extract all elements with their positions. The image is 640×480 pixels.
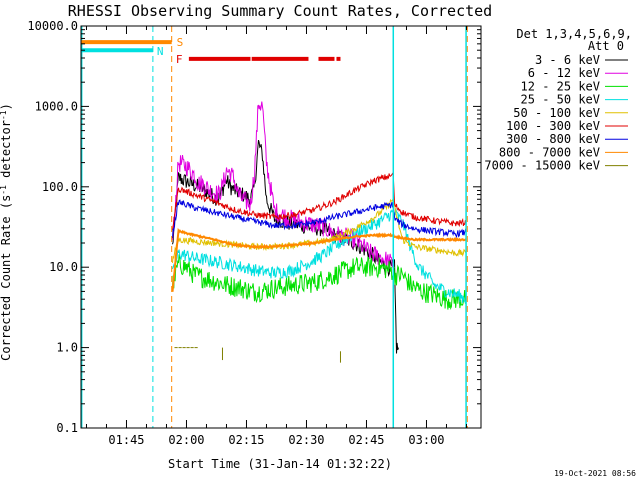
- y-tick-label: 100.0: [42, 180, 78, 194]
- legend-label: 12 - 25 keV: [521, 79, 600, 93]
- series-line-12-25-keV: [172, 254, 467, 311]
- y-tick-label: 1.0: [56, 341, 78, 355]
- x-tick-label: 02:45: [348, 433, 384, 447]
- plot-area: [81, 26, 468, 428]
- chart-title: RHESSI Observing Summary Count Rates, Co…: [68, 2, 492, 20]
- y-axis-label-part2: detector: [0, 120, 13, 185]
- flag-label-F: F: [176, 53, 183, 66]
- series-8-marks: [174, 347, 341, 363]
- series-line-25-50-keV: [172, 208, 467, 304]
- flag-label-S: S: [177, 36, 184, 49]
- legend-label: 300 - 800 keV: [506, 132, 600, 146]
- legend-label: 25 - 50 keV: [521, 93, 600, 107]
- legend-label: 6 - 12 keV: [528, 66, 600, 80]
- legend-label: 3 - 6 keV: [535, 53, 600, 67]
- y-axis-label-sup1: -1: [0, 185, 8, 195]
- series-line-100-300-keV: [172, 172, 467, 231]
- axes: SNF 0.1 1.0 10.0 100.0 1000.0 10000.0 01:45 02:0…: [27, 19, 482, 447]
- legend-label: 100 - 300 keV: [506, 119, 600, 133]
- footer-timestamp: 19-Oct-2021 08:56: [554, 469, 636, 478]
- y-axis-label-sup2: -1: [0, 110, 8, 120]
- x-axis-label: Start Time (31-Jan-14 01:32:22): [168, 457, 392, 471]
- legend-label: 50 - 100 keV: [513, 106, 600, 120]
- legend-header-line1: Det 1,3,4,5,6,9,: [516, 27, 632, 41]
- x-tick-label: 01:45: [108, 433, 144, 447]
- legend-header-line2: Att 0: [588, 39, 624, 53]
- y-axis-label: Corrected Count Rate (s-1 detector-1): [0, 103, 13, 361]
- flag-label-N: N: [157, 45, 164, 58]
- x-tick-label: 03:00: [408, 433, 444, 447]
- series-line-800-7000-keV: [171, 227, 467, 292]
- x-tick-label: 02:15: [228, 433, 264, 447]
- x-tick-label: 02:00: [168, 433, 204, 447]
- series-line-300-800-keV: [172, 199, 467, 239]
- y-tick-label: 0.1: [56, 421, 78, 435]
- plot-frame: [80, 25, 482, 429]
- x-tick-label: 02:30: [288, 433, 324, 447]
- y-axis-label-close: ): [0, 103, 13, 110]
- legend-label: 800 - 7000 keV: [499, 145, 600, 159]
- y-tick-label: 10.0: [49, 260, 78, 274]
- legend-label: 7000 - 15000 keV: [484, 159, 600, 173]
- y-tick-label: 10000.0: [27, 19, 78, 33]
- y-tick-label: 1000.0: [35, 99, 78, 113]
- y-axis-label-part1: Corrected Count Rate (s: [0, 195, 13, 361]
